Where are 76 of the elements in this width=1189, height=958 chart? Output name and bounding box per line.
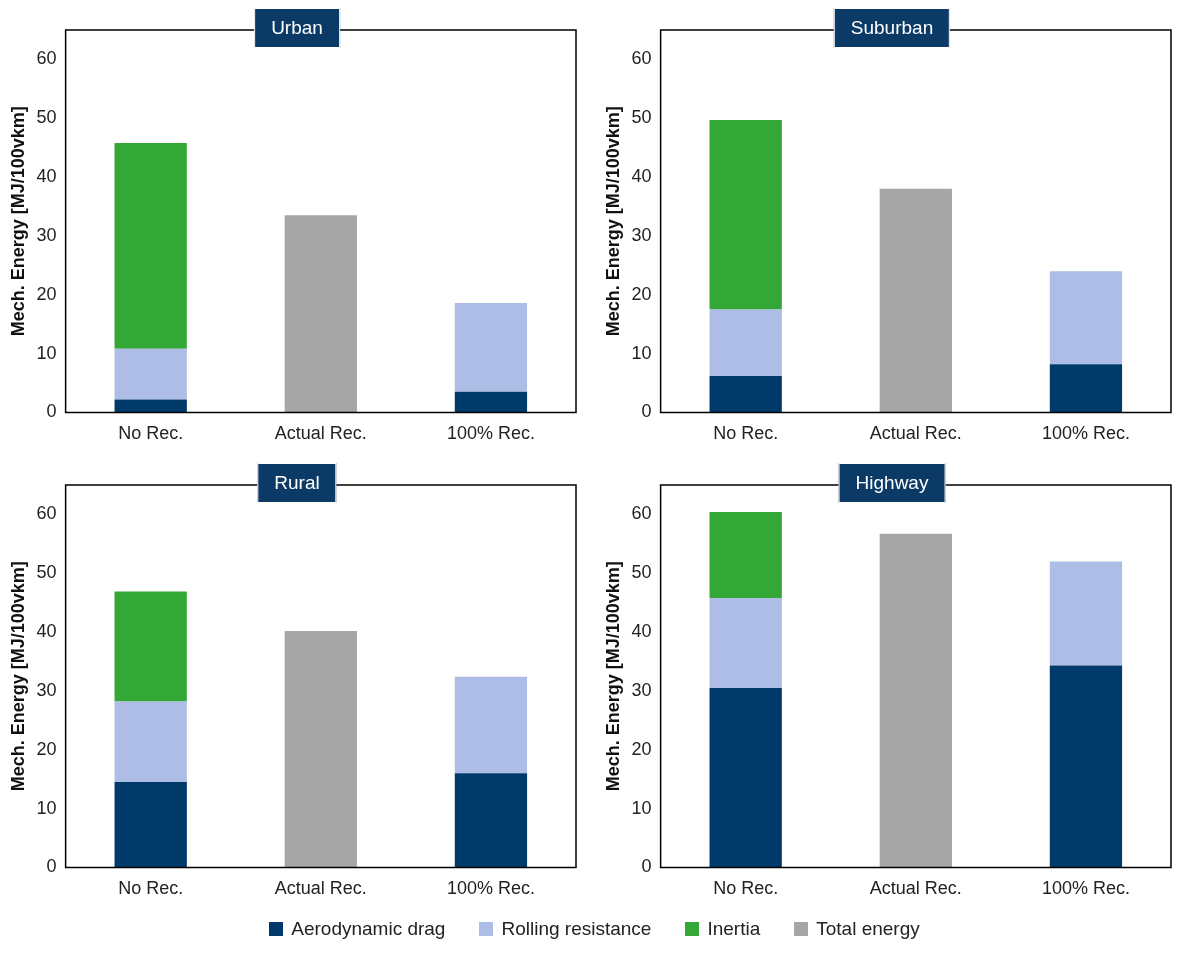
bar [1049, 665, 1123, 868]
bar [709, 120, 782, 310]
y-tick-label: 30 [36, 224, 57, 245]
x-tick-label: Actual Rec. [869, 423, 962, 444]
y-tick-label: 50 [36, 107, 57, 128]
y-tick-label: 50 [631, 562, 652, 583]
bar [114, 701, 187, 783]
y-tick-label: 60 [36, 503, 57, 524]
y-tick-label: 10 [631, 342, 652, 363]
legend-label: Aerodynamic drag [291, 918, 446, 940]
bar [114, 348, 187, 400]
y-tick-label: 20 [36, 738, 57, 759]
y-tick-label: 20 [36, 283, 57, 304]
y-tick-label: 10 [36, 797, 57, 818]
y-tick-label: 0 [46, 856, 57, 877]
chart-title: Rural [257, 463, 337, 503]
chart-title: Highway [838, 463, 946, 503]
y-tick-label: 50 [631, 107, 652, 128]
y-tick-label: 60 [631, 48, 652, 69]
bar [879, 533, 952, 868]
bar [114, 399, 187, 413]
x-tick-label: 100% Rec. [1041, 423, 1130, 444]
x-tick-label: No Rec. [118, 423, 184, 444]
y-tick-label: 10 [631, 797, 652, 818]
y-tick-label: 20 [631, 738, 652, 759]
bar [1049, 364, 1123, 413]
y-tick-label: 60 [631, 503, 652, 524]
bar [709, 597, 782, 688]
x-tick-label: No Rec. [713, 878, 779, 899]
bar [454, 773, 528, 868]
y-tick-label: 40 [36, 166, 57, 187]
y-tick-label: 30 [36, 679, 57, 700]
bar [284, 630, 357, 868]
y-axis-title: Mech. Energy [MJ/100vkm] [602, 106, 623, 337]
chart-title: Suburban [833, 8, 951, 48]
x-tick-label: 100% Rec. [446, 878, 535, 899]
bar [709, 512, 782, 598]
bar [454, 302, 528, 392]
x-tick-label: 100% Rec. [446, 423, 535, 444]
bar [709, 309, 782, 376]
y-tick-label: 0 [641, 856, 652, 877]
y-tick-label: 40 [36, 621, 57, 642]
y-tick-label: 30 [631, 679, 652, 700]
bar [879, 188, 952, 413]
y-tick-label: 50 [36, 562, 57, 583]
legend-label: Rolling resistance [501, 918, 652, 940]
bar [709, 375, 782, 413]
bar [709, 687, 782, 868]
legend-label: Total energy [816, 918, 920, 940]
y-tick-label: 40 [631, 166, 652, 187]
x-tick-label: No Rec. [713, 423, 779, 444]
bar [114, 782, 187, 868]
y-axis-title: Mech. Energy [MJ/100vkm] [7, 106, 28, 337]
y-axis-title: Mech. Energy [MJ/100vkm] [602, 561, 623, 792]
y-tick-label: 20 [631, 283, 652, 304]
bar [1049, 271, 1123, 365]
x-tick-label: Actual Rec. [274, 878, 367, 899]
x-tick-label: 100% Rec. [1041, 878, 1130, 899]
chart-title: Urban [254, 8, 340, 48]
y-tick-label: 60 [36, 48, 57, 69]
x-tick-label: Actual Rec. [274, 423, 367, 444]
bar [454, 391, 528, 413]
y-tick-label: 30 [631, 224, 652, 245]
y-tick-label: 0 [46, 401, 57, 422]
bar [114, 142, 187, 349]
y-tick-label: 10 [36, 342, 57, 363]
x-tick-label: No Rec. [118, 878, 184, 899]
bar [454, 676, 528, 774]
bar [1049, 561, 1123, 666]
bar [284, 215, 357, 413]
y-tick-label: 40 [631, 621, 652, 642]
y-axis-title: Mech. Energy [MJ/100vkm] [7, 561, 28, 792]
legend-label: Inertia [707, 918, 761, 940]
x-tick-label: Actual Rec. [869, 878, 962, 899]
y-tick-label: 0 [641, 401, 652, 422]
bar [114, 591, 187, 702]
